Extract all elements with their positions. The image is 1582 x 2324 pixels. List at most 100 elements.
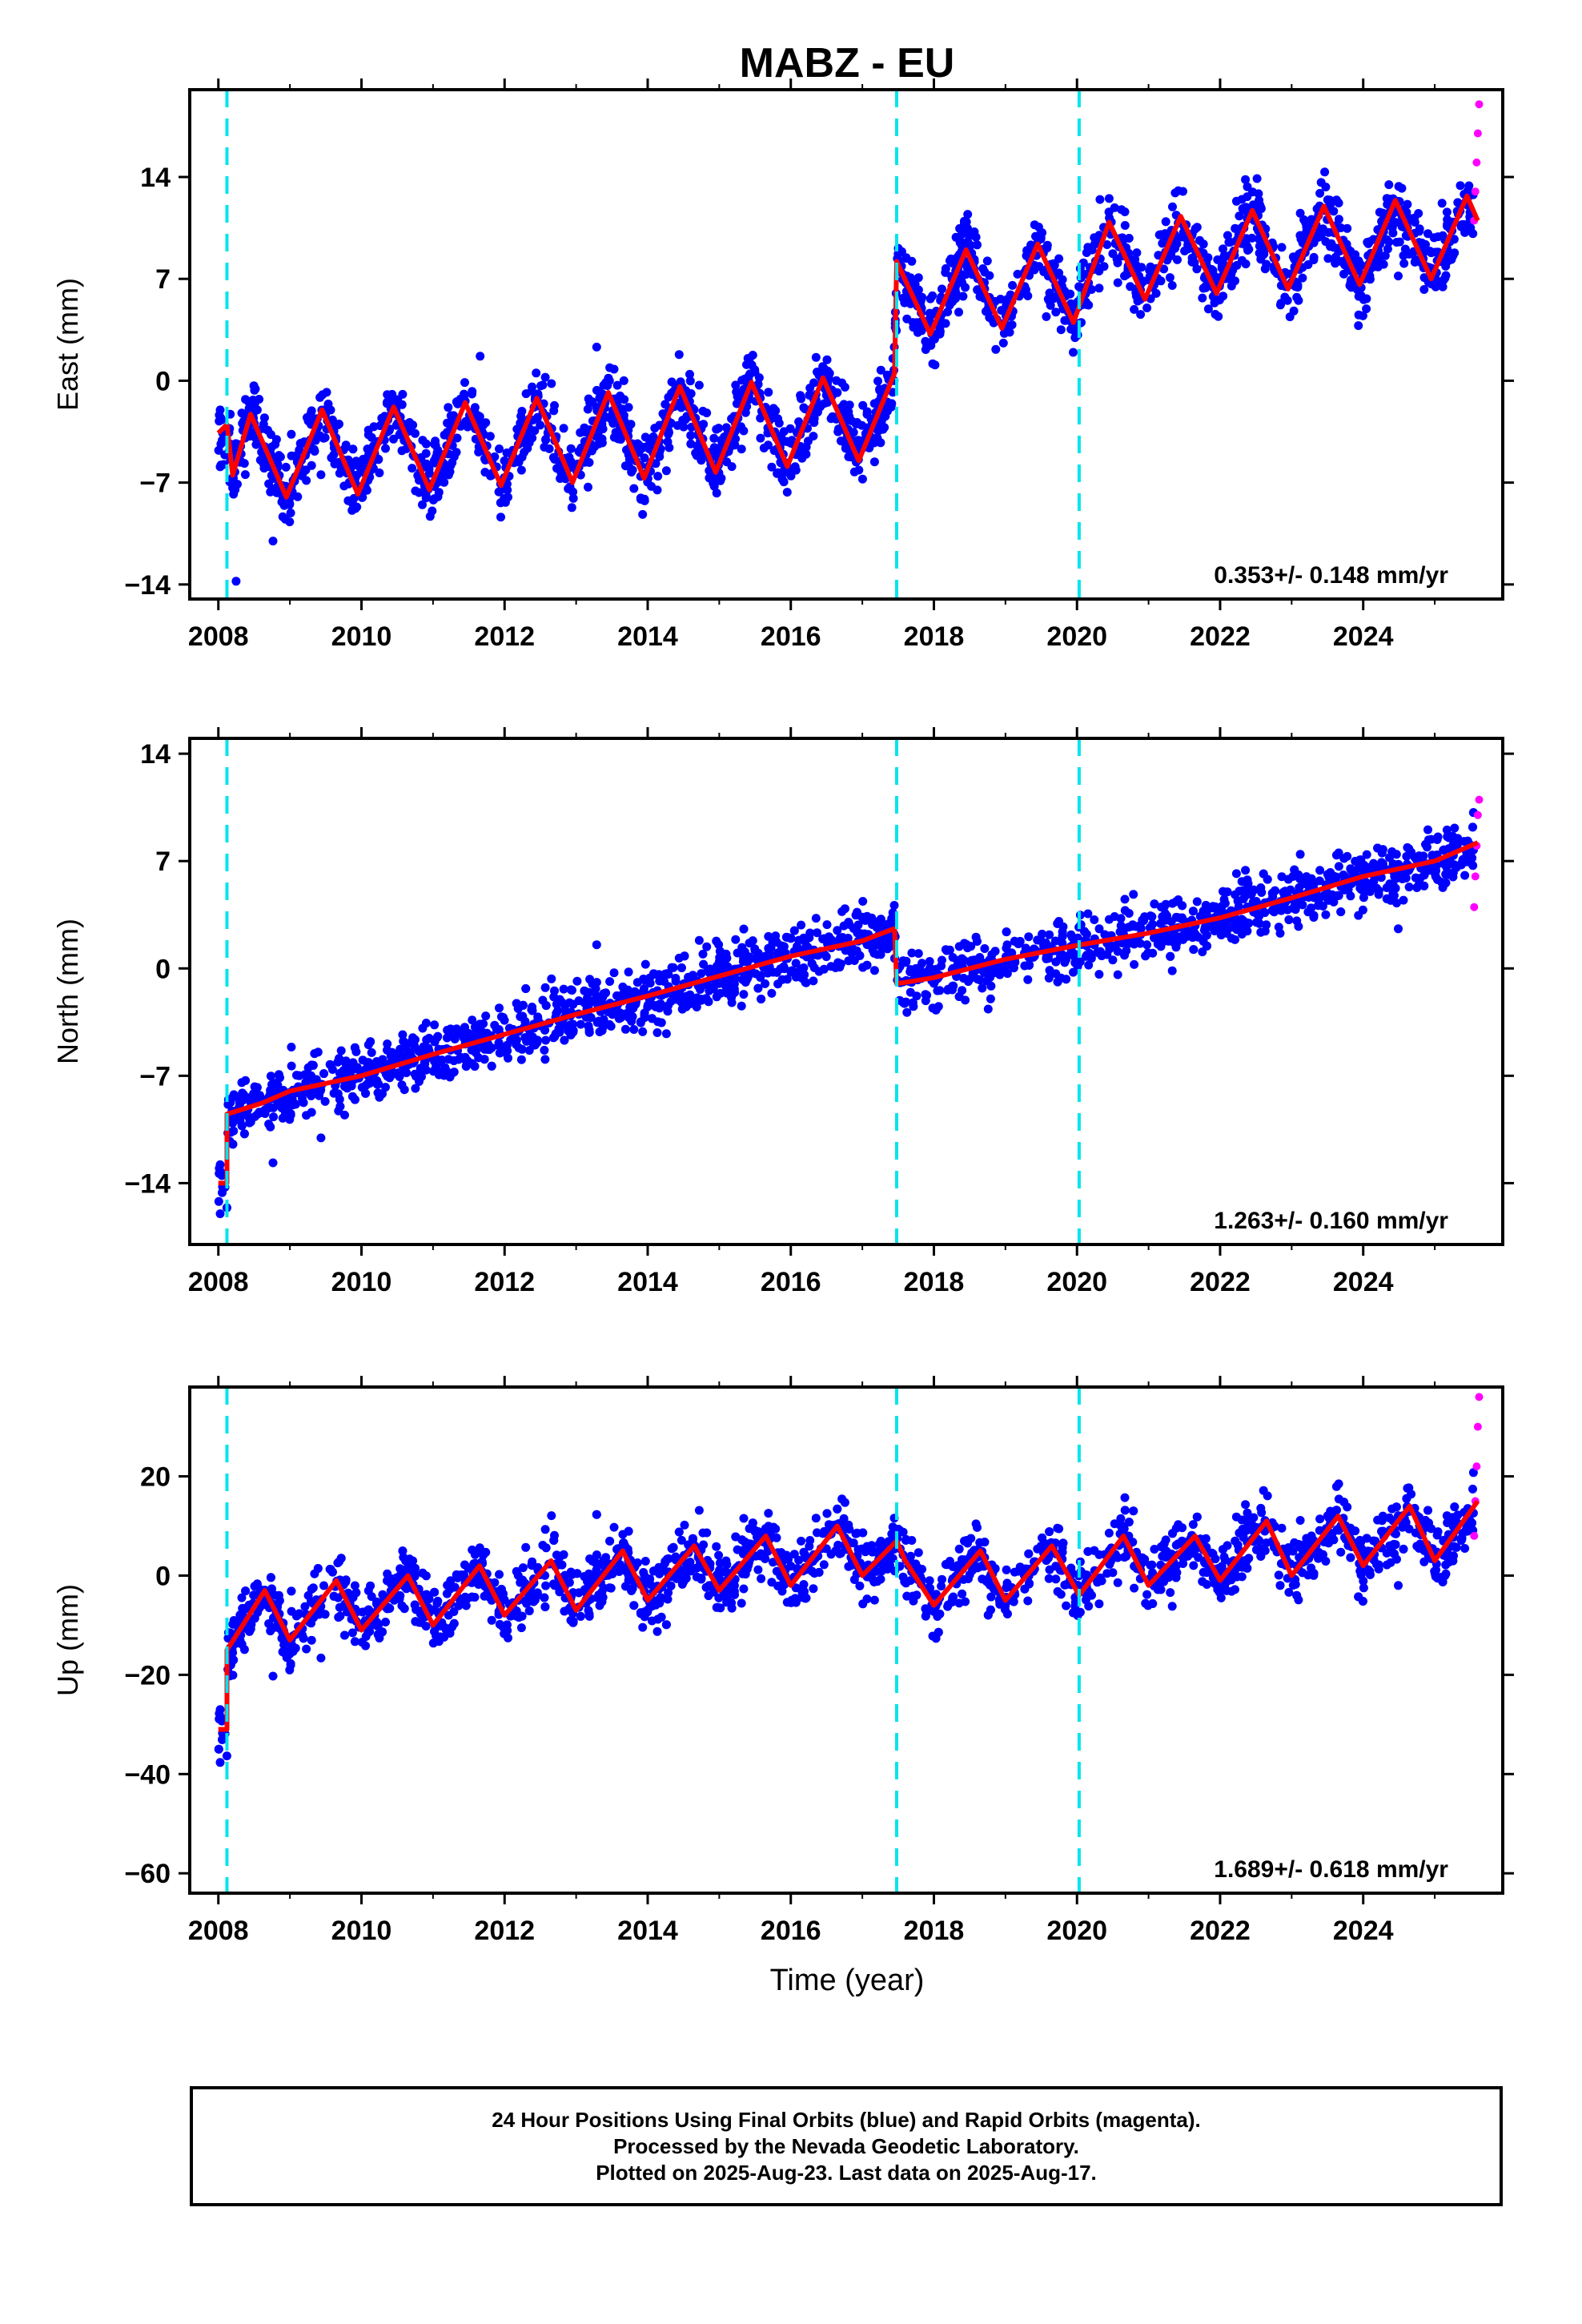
data-point	[1468, 822, 1477, 832]
data-point	[797, 394, 806, 404]
data-point	[973, 285, 982, 295]
data-point	[247, 1113, 256, 1123]
y-tick-label: −14	[124, 1168, 171, 1199]
data-point	[723, 981, 733, 991]
data-point	[351, 456, 361, 466]
data-point	[1178, 935, 1188, 944]
data-point	[780, 468, 789, 477]
data-point	[1120, 906, 1130, 915]
data-point	[799, 933, 809, 943]
data-point	[1246, 890, 1255, 899]
data-point	[1315, 188, 1325, 198]
data-point	[464, 1028, 473, 1038]
data-point	[805, 384, 815, 392]
data-point	[887, 914, 897, 923]
data-point	[787, 966, 797, 975]
data-point	[406, 1050, 416, 1059]
data-point	[1168, 202, 1177, 211]
data-point	[1421, 839, 1430, 849]
data-point	[1294, 922, 1303, 931]
data-point	[777, 975, 787, 984]
data-point	[592, 402, 601, 412]
data-point	[547, 974, 556, 983]
data-point	[943, 308, 953, 316]
data-point	[228, 483, 238, 493]
data-point	[1228, 265, 1238, 275]
data-point	[767, 988, 777, 998]
data-point	[756, 971, 765, 980]
data-point	[1399, 259, 1409, 268]
data-point	[567, 503, 576, 513]
data-point	[1356, 855, 1366, 865]
data-point	[528, 1006, 537, 1015]
data-point	[661, 400, 670, 409]
data-point	[1271, 886, 1279, 895]
data-point	[1423, 825, 1432, 834]
data-point	[450, 1034, 460, 1043]
data-point	[987, 950, 997, 959]
data-point	[559, 424, 568, 433]
data-point	[516, 1055, 526, 1064]
data-point	[1219, 244, 1227, 254]
data-point	[982, 256, 992, 266]
data-point	[1062, 975, 1071, 984]
data-point	[975, 292, 985, 301]
data-point	[411, 1084, 420, 1093]
data-point	[1129, 890, 1138, 899]
data-point	[799, 403, 809, 412]
data-point	[811, 914, 821, 923]
data-point	[705, 964, 715, 974]
data-point	[1237, 255, 1247, 265]
model-line	[218, 840, 1479, 1186]
data-point	[845, 412, 854, 421]
data-point	[237, 1121, 247, 1131]
data-point	[948, 292, 958, 302]
data-point	[622, 445, 631, 455]
data-point	[394, 1051, 404, 1060]
data-point	[266, 1122, 275, 1132]
data-point	[541, 435, 551, 444]
data-point	[638, 509, 648, 519]
data-point	[954, 232, 964, 242]
final-orbit-points	[214, 808, 1478, 1219]
data-point	[712, 936, 721, 946]
data-point	[585, 975, 595, 984]
y-tick-label: 0	[155, 366, 171, 396]
data-point	[908, 998, 917, 1007]
data-point	[662, 969, 672, 979]
data-point	[1391, 218, 1400, 227]
data-point	[1132, 248, 1142, 258]
data-point	[422, 459, 432, 468]
data-point	[460, 389, 468, 399]
data-point	[432, 1062, 441, 1072]
data-point	[333, 1057, 343, 1067]
data-point	[1260, 908, 1270, 918]
data-point	[739, 426, 749, 436]
data-point	[1339, 854, 1349, 863]
y-tick-label: 7	[155, 846, 171, 877]
data-point	[1070, 950, 1080, 959]
data-point	[1069, 348, 1078, 357]
panel-frame	[188, 88, 1504, 601]
data-point	[1141, 951, 1150, 961]
data-point	[1191, 930, 1200, 939]
data-point	[1255, 241, 1264, 251]
data-point	[470, 1062, 480, 1071]
data-point	[460, 1052, 470, 1062]
data-point	[1060, 316, 1070, 325]
data-point	[383, 1039, 392, 1048]
data-point	[1419, 881, 1429, 891]
data-point	[608, 1010, 617, 1019]
data-point	[322, 388, 331, 397]
data-point	[1192, 897, 1202, 907]
data-point	[803, 943, 813, 952]
data-point	[1097, 951, 1106, 960]
data-point	[1404, 249, 1414, 259]
data-point	[1113, 278, 1122, 287]
data-point	[468, 387, 477, 396]
data-point	[705, 986, 714, 995]
data-point	[1036, 233, 1046, 243]
data-point	[1358, 311, 1367, 320]
data-point	[1231, 196, 1241, 206]
data-point	[961, 283, 970, 292]
